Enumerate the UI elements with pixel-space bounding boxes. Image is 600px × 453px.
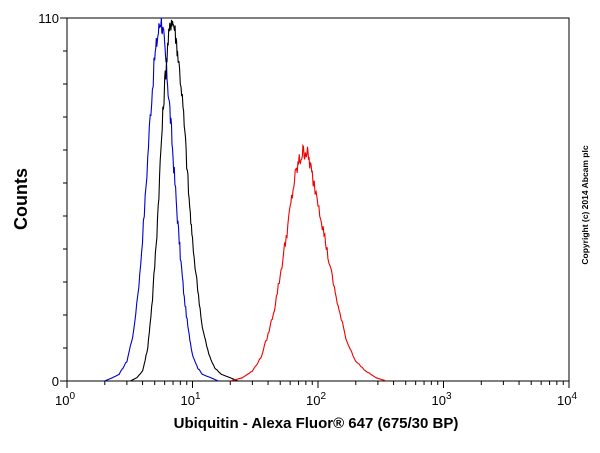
plot-frame xyxy=(66,17,570,382)
x-tick-label: 103 xyxy=(431,391,451,408)
x-tick-base: 10 xyxy=(557,393,571,408)
series-line-3 xyxy=(230,143,387,382)
x-tick-exponent: 1 xyxy=(195,391,201,402)
series-layer xyxy=(104,17,387,382)
plot-area xyxy=(66,17,570,382)
y-axis-title: Counts xyxy=(11,168,31,230)
x-tick-base: 10 xyxy=(55,393,69,408)
x-axis-title: Ubiquitin - Alexa Fluor® 647 (675/30 BP) xyxy=(174,415,459,432)
x-tick-exponent: 3 xyxy=(446,391,452,402)
y-tick-label: 110 xyxy=(38,11,59,26)
x-tick-exponent: 0 xyxy=(69,391,75,402)
y-tick-label: 0 xyxy=(52,374,59,389)
copyright-watermark: Copyright (c) 2014 Abcam plc xyxy=(580,145,590,264)
x-tick-label: 101 xyxy=(180,391,200,408)
y-axis: 0 110 xyxy=(38,11,67,389)
x-tick-label: 102 xyxy=(306,391,326,408)
x-tick-exponent: 4 xyxy=(571,391,577,402)
x-tick-base: 10 xyxy=(306,393,320,408)
x-tick-label: 100 xyxy=(55,391,75,408)
x-tick-base: 10 xyxy=(180,393,194,408)
x-tick-base: 10 xyxy=(431,393,445,408)
series-line-1 xyxy=(104,17,219,382)
x-tick-label: 104 xyxy=(557,391,577,408)
series-line-2 xyxy=(130,19,239,382)
x-tick-exponent: 2 xyxy=(320,391,326,402)
x-axis: 100 101 102 103 104 xyxy=(55,381,577,408)
